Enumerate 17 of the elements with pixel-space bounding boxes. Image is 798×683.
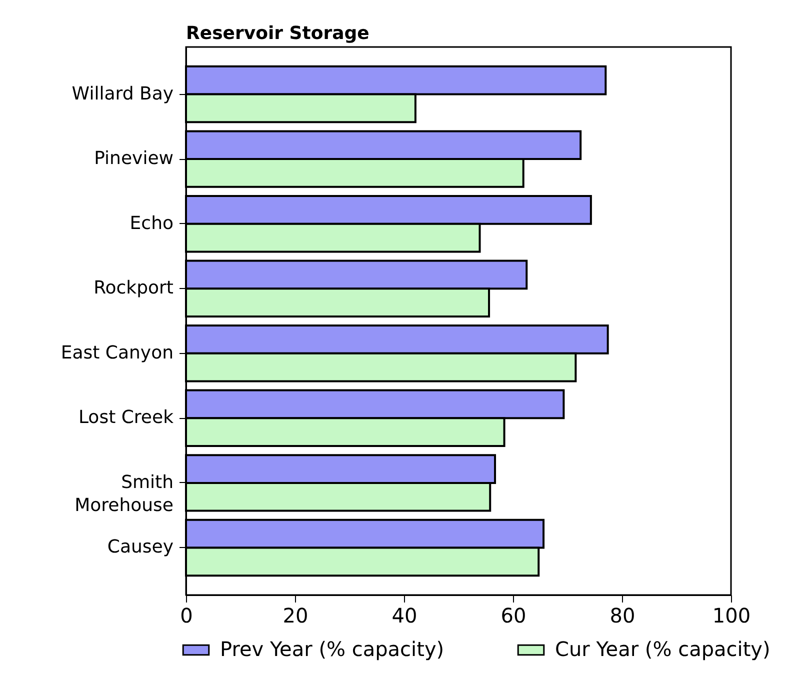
y-tick-label: East Canyon bbox=[60, 342, 174, 364]
y-tick-label: Echo bbox=[130, 212, 174, 234]
legend-label: Prev Year (% capacity) bbox=[220, 637, 444, 661]
y-tick-label: Causey bbox=[107, 536, 174, 558]
x-tick-label: 40 bbox=[392, 604, 418, 628]
legend-label: Cur Year (% capacity) bbox=[555, 637, 770, 661]
y-tick-label: Pineview bbox=[94, 148, 174, 170]
y-tick-label: Rockport bbox=[94, 278, 174, 299]
x-tick-label: 0 bbox=[180, 604, 193, 628]
x-tick-label: 60 bbox=[500, 604, 526, 628]
chart-title: Reservoir Storage bbox=[186, 23, 370, 44]
y-tick-label: Willard Bay bbox=[72, 83, 174, 104]
x-tick-label: 20 bbox=[282, 604, 308, 628]
x-tick-label: 80 bbox=[610, 604, 636, 628]
x-tick-label: 100 bbox=[712, 604, 751, 628]
y-tick-label: Lost Creek bbox=[78, 407, 174, 428]
y-tick-label: Smith Morehouse bbox=[74, 472, 174, 516]
